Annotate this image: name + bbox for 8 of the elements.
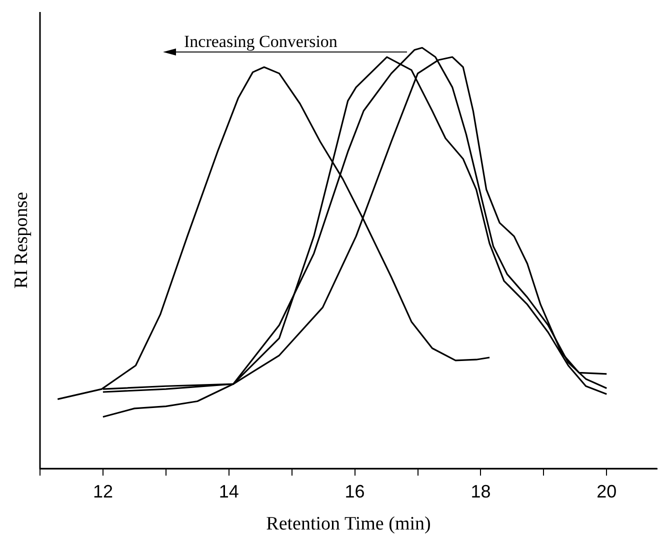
x-tick-label: 18: [470, 481, 491, 502]
x-tick-label: 20: [596, 481, 617, 502]
y-axis-title: RI Response: [10, 192, 32, 289]
x-axis-title: Retention Time (min): [266, 514, 431, 535]
x-tick-label: 12: [92, 481, 113, 502]
x-tick-label: 16: [344, 481, 365, 502]
annotation: Increasing Conversion: [184, 32, 338, 51]
x-tick-label: 14: [218, 481, 239, 502]
